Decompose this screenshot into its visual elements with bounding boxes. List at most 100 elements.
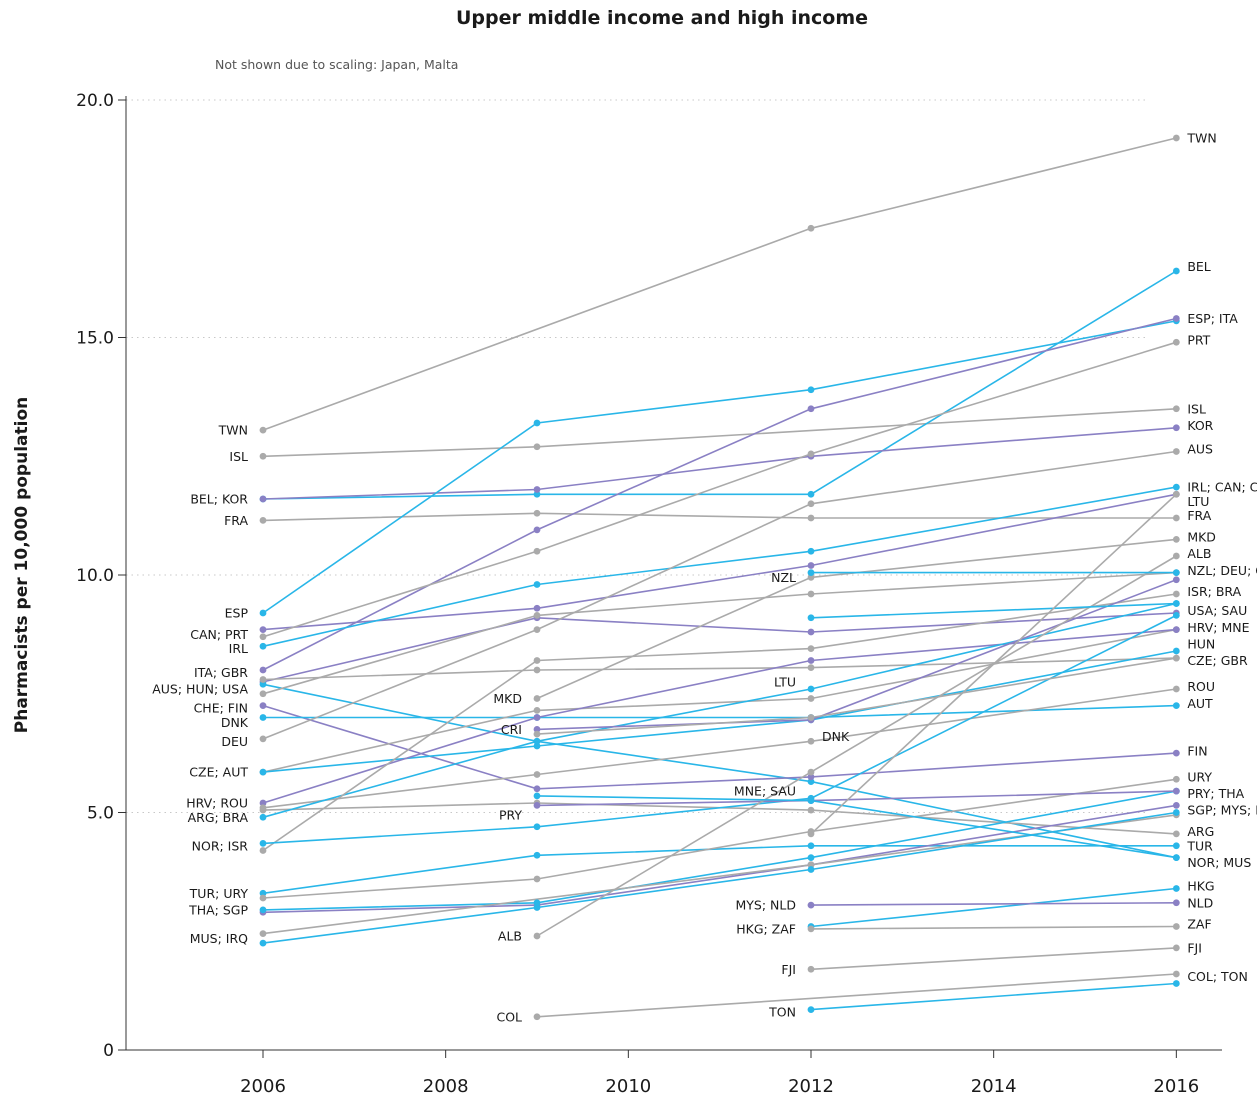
point-label: KOR xyxy=(1187,418,1213,433)
data-point xyxy=(533,486,541,493)
point-label: MKD xyxy=(493,691,522,706)
data-point xyxy=(259,839,267,847)
data-point xyxy=(533,526,541,534)
data-point xyxy=(807,685,815,693)
point-label: NOR; MUS xyxy=(1187,855,1251,870)
series-line xyxy=(262,593,1177,852)
point-label: ISL xyxy=(1187,401,1206,416)
data-point xyxy=(533,695,541,702)
point-label: IRL xyxy=(229,641,248,656)
point-label: URY xyxy=(1187,769,1212,784)
data-point xyxy=(1172,830,1180,838)
point-label: ESP xyxy=(225,606,249,621)
point-label: LTU xyxy=(1187,494,1209,509)
y-tick-label: 20.0 xyxy=(76,91,114,111)
data-point xyxy=(807,590,815,598)
x-tick-label: 2006 xyxy=(240,1076,286,1097)
point-label: MNE; SAU xyxy=(734,784,796,799)
data-point xyxy=(807,628,815,636)
point-label: ALB xyxy=(1187,546,1211,561)
data-point xyxy=(1172,809,1180,816)
data-point xyxy=(259,889,267,897)
point-label: NZL xyxy=(771,570,796,585)
point-label: DNK xyxy=(221,715,249,730)
data-point xyxy=(259,426,267,434)
series-line xyxy=(536,973,1177,1018)
point-label: PRY xyxy=(499,807,522,822)
point-label: COL xyxy=(496,1009,522,1024)
data-point xyxy=(1172,338,1180,346)
data-point xyxy=(259,676,267,683)
point-label: TWN xyxy=(218,423,248,438)
data-point xyxy=(1172,569,1180,577)
point-label: CRI xyxy=(501,722,522,737)
y-tick-label: 10.0 xyxy=(76,566,114,586)
point-label: COL; TON xyxy=(1187,969,1248,984)
data-point xyxy=(259,452,267,460)
series-line xyxy=(810,982,1177,1011)
series-line xyxy=(263,704,1177,719)
point-label: CHE; FIN xyxy=(194,701,248,716)
data-point xyxy=(807,573,815,581)
point-label: HKG; ZAF xyxy=(736,921,796,936)
point-label: AUS xyxy=(1187,442,1213,457)
data-point xyxy=(259,690,267,698)
data-point xyxy=(807,224,815,232)
point-label: ITA; GBR xyxy=(194,665,248,680)
data-point xyxy=(807,490,815,498)
data-point xyxy=(533,792,541,800)
data-point xyxy=(259,847,267,854)
data-point xyxy=(1172,535,1180,543)
series-line xyxy=(810,925,1177,930)
data-point xyxy=(1172,749,1180,757)
point-label: LTU xyxy=(774,674,796,689)
point-label: SGP; MYS; IRQ xyxy=(1187,803,1257,818)
data-point xyxy=(807,664,815,672)
series-line xyxy=(262,811,1177,944)
point-label: PRT xyxy=(1187,332,1210,347)
data-point xyxy=(259,609,267,617)
point-label: ARG xyxy=(1187,824,1214,839)
data-point xyxy=(1172,576,1180,584)
data-point xyxy=(807,925,815,933)
series-line xyxy=(810,602,1177,619)
point-label: CZE; GBR xyxy=(1187,653,1248,668)
data-point xyxy=(533,657,541,664)
data-point xyxy=(1172,775,1180,783)
data-point xyxy=(533,899,541,907)
data-point xyxy=(259,666,267,674)
data-point xyxy=(1172,801,1180,809)
series-points xyxy=(259,134,1180,1021)
point-label: MKD xyxy=(1187,530,1216,545)
data-point xyxy=(533,611,541,619)
series-line xyxy=(262,450,1177,740)
series-line xyxy=(262,512,1177,522)
point-label: MUS; IRQ xyxy=(190,931,248,946)
series-line xyxy=(536,538,1177,700)
series-line xyxy=(262,614,1177,845)
data-point xyxy=(259,495,267,503)
data-point xyxy=(1172,899,1180,907)
series-line xyxy=(262,650,1177,773)
point-label: THA; SGP xyxy=(188,902,248,917)
data-point xyxy=(533,666,541,674)
data-point xyxy=(533,823,541,831)
data-point xyxy=(807,714,815,721)
data-point xyxy=(1172,702,1180,710)
point-label: AUT xyxy=(1187,696,1213,711)
point-label: PRY; THA xyxy=(1187,786,1244,801)
data-point xyxy=(1172,787,1180,795)
data-point xyxy=(807,965,815,973)
chart-title: Upper middle income and high income xyxy=(456,7,868,29)
point-label: NLD xyxy=(1187,895,1213,910)
data-point xyxy=(807,405,815,413)
series-line xyxy=(262,320,1177,614)
data-point xyxy=(259,768,267,776)
data-point xyxy=(807,645,815,653)
series-line xyxy=(262,602,1177,819)
data-point xyxy=(259,680,267,688)
point-label: CAN; PRT xyxy=(190,627,248,642)
y-tick-label: 5.0 xyxy=(87,804,114,824)
